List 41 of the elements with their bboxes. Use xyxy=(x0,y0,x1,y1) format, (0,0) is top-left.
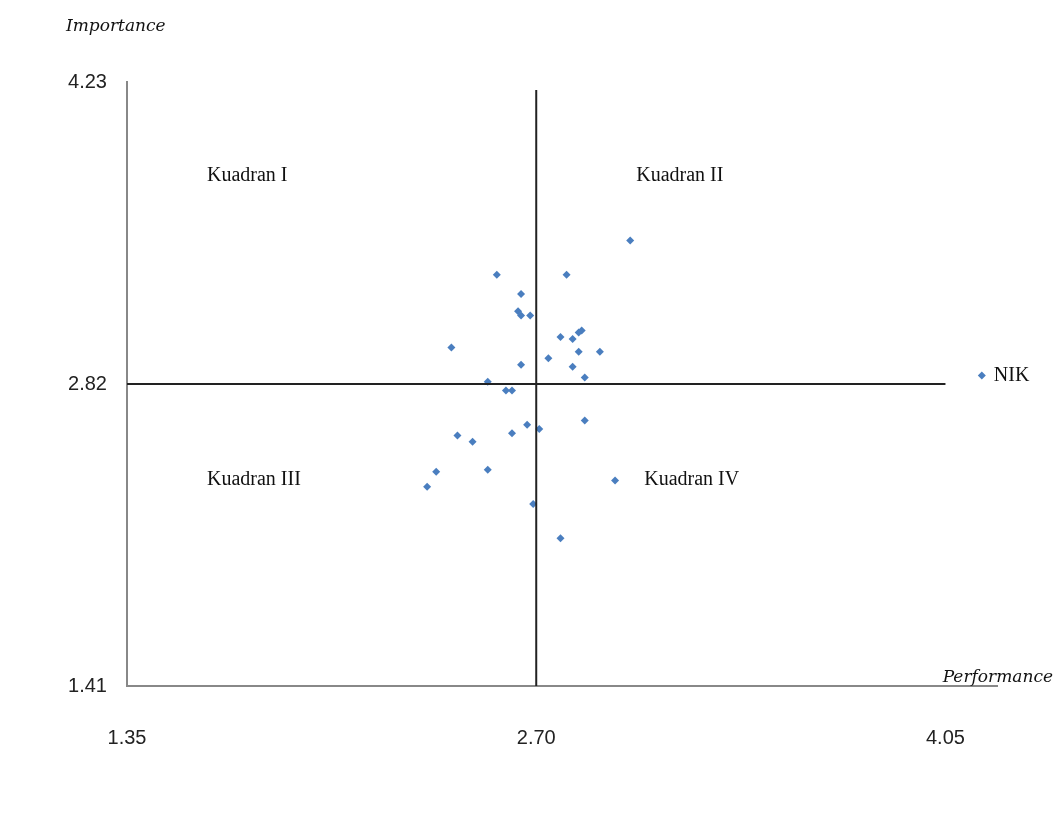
point xyxy=(523,420,532,429)
point xyxy=(432,467,441,476)
point xyxy=(556,332,565,341)
point xyxy=(423,482,432,491)
x-tick-label: 1.35 xyxy=(107,725,147,748)
annotation: Kuadran IV xyxy=(644,467,740,490)
point xyxy=(595,347,604,356)
x-tick-label: 2.70 xyxy=(516,725,556,748)
y-axis-title: Importance xyxy=(65,15,166,36)
point xyxy=(468,437,477,446)
x-tick-label: 4.05 xyxy=(926,725,965,748)
point xyxy=(453,431,462,440)
point xyxy=(568,335,577,344)
annotation: Kuadran II xyxy=(636,163,724,186)
point xyxy=(562,270,571,279)
point xyxy=(517,360,526,369)
annotation: NIK xyxy=(993,362,1030,385)
point xyxy=(544,354,553,363)
point xyxy=(626,236,635,245)
point xyxy=(514,307,523,316)
annotation: Kuadran I xyxy=(207,163,288,186)
y-tick-label: 1.41 xyxy=(68,673,107,696)
point xyxy=(977,371,986,380)
point xyxy=(492,270,501,279)
y-tick-label: 2.82 xyxy=(68,371,107,394)
point xyxy=(447,343,456,352)
point xyxy=(507,429,516,438)
point xyxy=(580,416,589,425)
point xyxy=(517,290,526,299)
point xyxy=(556,534,565,543)
point xyxy=(483,465,492,474)
annotation: Kuadran III xyxy=(207,467,301,490)
y-tick-label: 4.23 xyxy=(68,69,107,92)
point xyxy=(580,373,589,382)
point xyxy=(501,386,510,395)
point xyxy=(574,347,583,356)
point xyxy=(568,362,577,371)
point xyxy=(517,311,526,320)
point xyxy=(526,311,535,320)
x-axis-title: Performance xyxy=(941,666,1053,687)
point xyxy=(611,476,620,485)
